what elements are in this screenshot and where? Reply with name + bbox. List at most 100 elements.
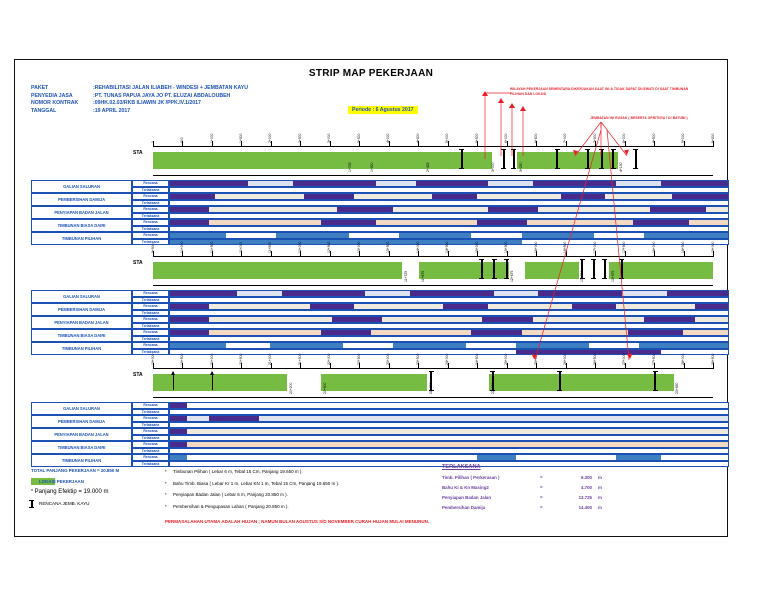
header-row-0: PAKET:REHABILITASI JALAN ILIABEH - WINDE… [31, 85, 248, 93]
header-key: NOMOR KONTRAK [31, 100, 79, 107]
sta-tick [300, 141, 302, 147]
axis-top-rule [153, 368, 713, 369]
sta-marker-label: 23+650 [675, 382, 680, 394]
legend-green-label: LOKASI PEKERJAAN [39, 479, 84, 484]
bridge-marker [652, 371, 658, 392]
activity-row: GALIAN SALURAN Rencana Terlaksana [31, 290, 729, 303]
sta-tick [447, 251, 449, 257]
sta-tick-label: 16+000 [533, 241, 538, 253]
activity-bar-lane [169, 428, 729, 435]
activity-bar-lane [169, 316, 729, 323]
sta-axis-1: 0 500 1+000 1+500 2+000 2+500 3+000 3+500 4+000 4… [151, 133, 715, 176]
terlaksana-row-2: Penyiapan Badan Jalan = 13.725 m [442, 495, 602, 500]
activity-bar-lane [169, 421, 729, 428]
sta-tick-label: 23+000 [386, 353, 391, 365]
sta-tick [388, 251, 390, 257]
sta-tick-label: 11+000 [239, 241, 244, 253]
sta-axis-3: 19+000 19+500 20+000 20+500 21+000 21+500 22+0… [151, 354, 715, 398]
activity-bar-segment [649, 207, 706, 212]
activity-row: PENYIAPAN BADAN JALAN Rencana Terlaksana [31, 316, 729, 329]
work-location-bar [153, 152, 492, 169]
sta-tick-label: 12+000 [297, 241, 302, 253]
activity-name-cell: PENYIAPAN BADAN JALAN [31, 206, 132, 219]
sta-marker-label: 1+725 [347, 162, 352, 172]
header-info-block: PAKET:REHABILITASI JALAN ILIABEH - WINDE… [31, 85, 248, 115]
terlaksana-table: TERLAKSANA Timb. Pilihan ( Perkerasan ) =… [442, 464, 602, 510]
activity-bar-segment [376, 181, 416, 186]
activity-bar-segment [482, 317, 533, 322]
activity-bar-lane [169, 309, 729, 316]
activity-bar-segment [331, 317, 383, 322]
axis-top-rule [153, 256, 713, 257]
note-item-1: * Bahu Timb. Biasa ( Lebar Kr 1 m, Lebar … [165, 478, 339, 490]
activity-bar-segment [476, 220, 528, 225]
sta-tick [595, 363, 597, 369]
activity-bar-segment [616, 181, 662, 186]
activity-bar-segment [170, 455, 187, 460]
bridge-marker [459, 149, 465, 170]
activity-bar-segment [170, 207, 728, 212]
activity-subrow-label: Terlaksana [132, 296, 169, 303]
activity-bar-segment [476, 455, 516, 460]
activity-bar-lane [169, 199, 729, 206]
header-value: :19 APRIL 2017 [93, 107, 131, 114]
sta-tick-label: 22+000 [327, 353, 332, 365]
activity-bar-segment [170, 304, 210, 309]
activity-bar-segment [320, 220, 377, 225]
axis-top-rule [153, 146, 713, 147]
sta-tick [329, 251, 331, 257]
activity-bar-lane [169, 329, 729, 336]
bridge-marker [501, 149, 507, 170]
sta-tick [477, 363, 479, 369]
activity-bar-segment [588, 343, 639, 348]
terlaksana-title: TERLAKSANA [442, 464, 481, 470]
sta-tick [654, 141, 656, 147]
bridge-marker [491, 259, 497, 280]
note-text: Pembersihan & Pengupasan Lahan ( Panjang… [173, 503, 289, 509]
sta-tick-label: 18+500 [681, 241, 686, 253]
bridge-marker [610, 149, 616, 170]
activity-bar-segment [170, 343, 728, 348]
sta-tick-label: 16+500 [563, 241, 568, 253]
legend-effective-star: * [31, 489, 33, 495]
legend-effective-length: * Panjang Efektip = 19.000 m [31, 489, 109, 495]
activity-bar-segment [170, 207, 210, 212]
sta-tick-label: 20+000 [209, 353, 214, 365]
activity-subrow-label: Rencana [132, 329, 169, 336]
activity-bar-segment [225, 233, 277, 238]
sta-tick-label: 3+000 [327, 133, 332, 143]
activity-name-cell: PENYIAPAN BADAN JALAN [31, 316, 132, 329]
sta-tick [329, 141, 331, 147]
sta-tick-label: 27+000 [622, 353, 627, 365]
activity-subrow-label: Rencana [132, 454, 169, 461]
periode-badge: Periode : 6 Agustus 2017 [348, 106, 418, 114]
sta-tick-label: 4+500 [415, 133, 420, 143]
sta-tick-label: 12+500 [327, 241, 332, 253]
terlaksana-value: 14.400 [578, 505, 592, 510]
work-location-bar [153, 262, 403, 279]
activity-bar-segment [170, 297, 728, 302]
sta-tick [270, 363, 272, 369]
sta-tick-label: 8+000 [622, 133, 627, 143]
activity-subrow-label: Terlaksana [132, 322, 169, 329]
sta-tick-label: 28+500 [710, 353, 715, 365]
activity-bar-segment [320, 330, 371, 335]
activity-bar-lane [169, 186, 729, 193]
activity-name-cell: PEMBERSIHAN DAMIJA [31, 415, 132, 428]
activity-bar-segment [560, 194, 606, 199]
bridge-marker [510, 149, 516, 170]
header-key: TANGGAL [31, 107, 57, 114]
sta-marker-label: 20+200 [289, 382, 293, 394]
bridge-marker [602, 259, 608, 280]
activity-bar-segment [170, 336, 728, 341]
activity-subrow-label: Rencana [132, 402, 169, 409]
activity-bar-segment [170, 310, 728, 315]
work-location-bar [321, 374, 428, 391]
sta-tick-label: 7+000 [563, 133, 568, 143]
note-bullet: * [165, 492, 167, 497]
activity-bar-lane [169, 322, 729, 329]
activity-bar-segment [170, 187, 728, 192]
activity-subrow-label: Rencana [132, 303, 169, 310]
notes-list: * Timbunan Pilihan ( Lebar 6 m, Tebal 15 … [165, 466, 339, 512]
sta-tick [477, 251, 479, 257]
